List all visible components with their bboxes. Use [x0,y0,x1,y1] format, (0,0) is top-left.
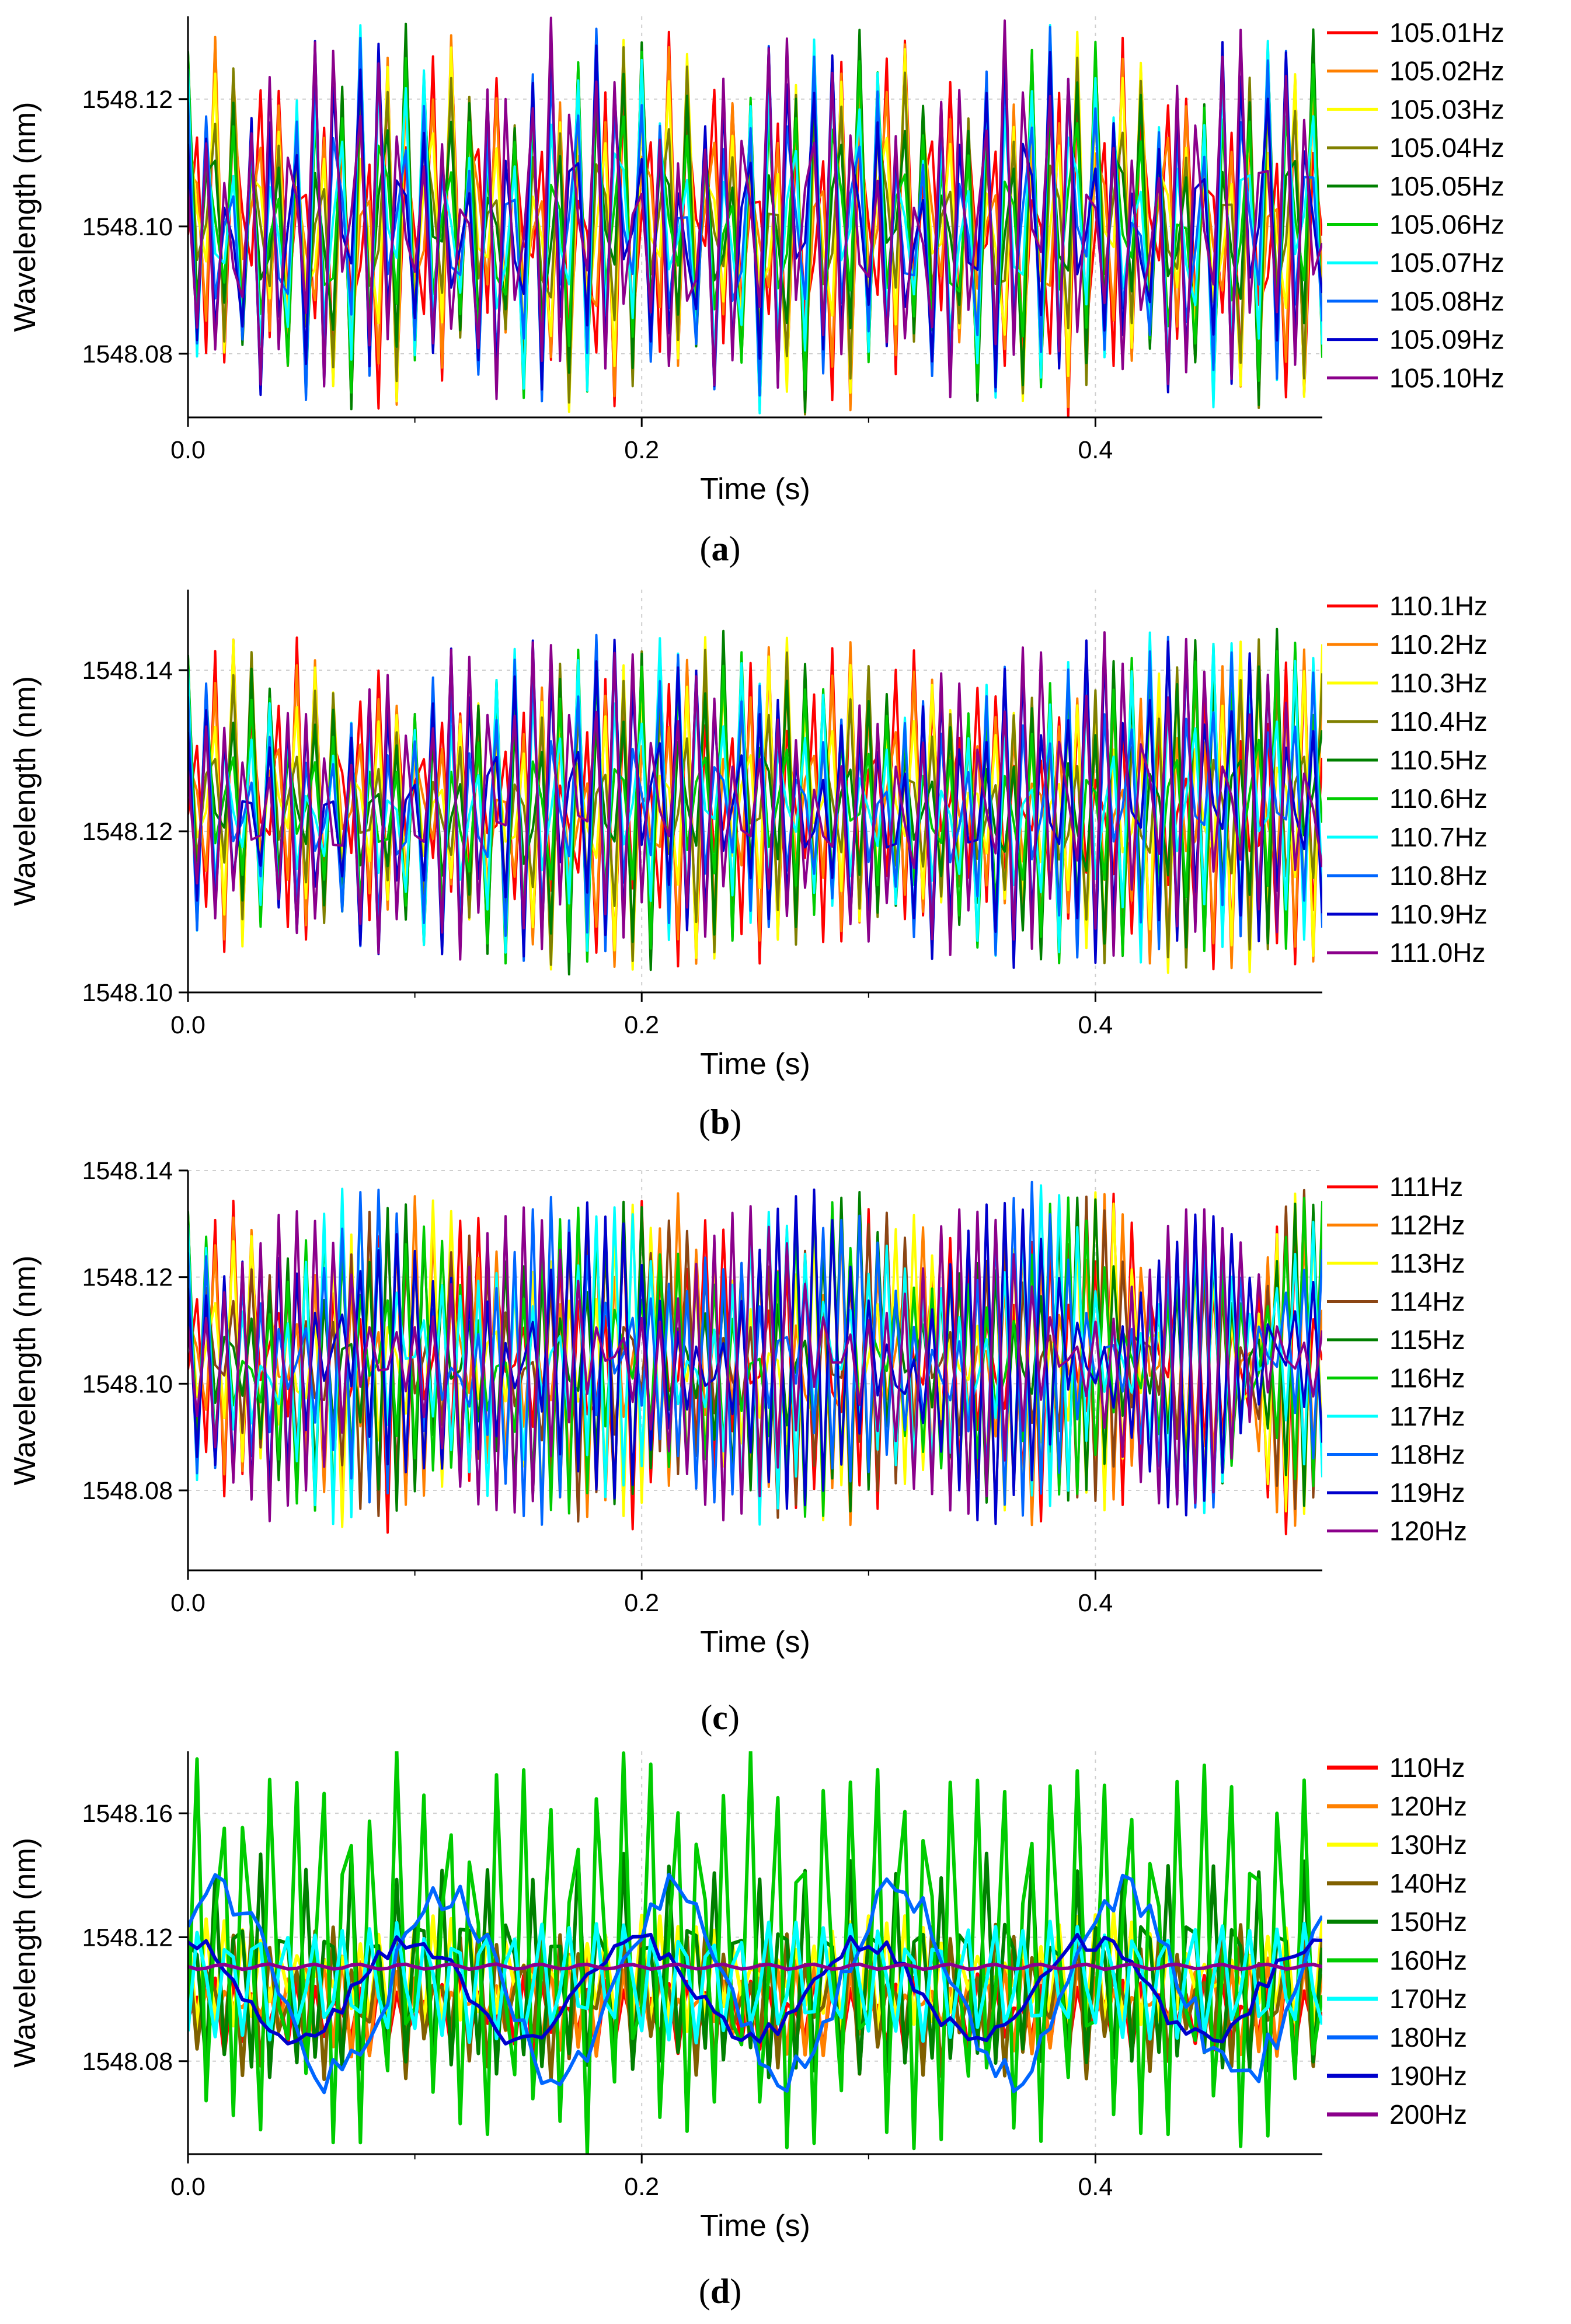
x-tick-label: 0.4 [1078,1589,1113,1617]
legend-label: 105.08Hz [1389,286,1504,316]
legend-label: 113Hz [1389,1248,1465,1278]
panel-caption: (a) [700,529,741,568]
legend-label: 105.04Hz [1389,133,1504,163]
panel-d: 0.0 0.2 0.4 1548.08 1548.12 1548.16 Time (s) Wa… [8,1751,1467,2311]
y-axis-title: Wavelength (nm) [8,1838,42,2068]
legend-label: 105.09Hz [1389,325,1504,355]
x-axis-title: Time (s) [700,1625,810,1659]
panel-caption: (d) [699,2272,741,2311]
legend-label: 118Hz [1389,1440,1465,1470]
y-tick-label: 1548.14 [82,657,173,685]
legend: 110Hz 120Hz 130Hz 140Hz 150Hz 160Hz 170Hz 180Hz… [1327,1752,1467,2130]
x-tick-label: 0.0 [170,2173,205,2201]
panel-caption: (c) [701,1698,740,1737]
panel-caption: (b) [699,1103,741,1141]
y-tick-label: 1548.12 [82,1924,173,1952]
legend-label: 140Hz [1389,1868,1467,1898]
legend-label: 110.6Hz [1389,783,1488,814]
series-group [188,16,1322,417]
x-tick-label: 0.2 [624,1589,659,1617]
y-tick-label: 1548.10 [82,1370,173,1398]
legend-label: 130Hz [1389,1830,1467,1860]
legend-label: 190Hz [1389,2061,1467,2091]
y-tick-label: 1548.10 [82,213,173,241]
legend-label: 111.0Hz [1389,938,1486,968]
legend-label: 111Hz [1389,1172,1463,1202]
y-axis-title: Wavelength (nm) [8,1256,42,1486]
series-line-200Hz [188,1962,1322,1971]
legend-label: 110.3Hz [1389,668,1488,698]
panel-c: 0.0 0.2 0.4 1548.08 1548.10 1548.12 1548.14 Tim… [8,1157,1467,1737]
legend-label: 112Hz [1389,1210,1465,1241]
legend-label: 105.02Hz [1389,56,1504,86]
legend-label: 115Hz [1389,1325,1465,1355]
legend: 111Hz 112Hz 113Hz 114Hz 115Hz 116Hz 117Hz 118Hz… [1327,1172,1467,1546]
y-tick-label: 1548.08 [82,2048,173,2076]
legend-label: 105.03Hz [1389,94,1504,124]
x-tick-label: 0.0 [170,1589,205,1617]
panel-a: 0.0 0.2 0.4 1548.08 1548.10 1548.12 Time (s) Wa… [8,16,1504,568]
series-group [188,1751,1322,2154]
series-group [188,628,1322,975]
legend-label: 116Hz [1389,1363,1465,1393]
legend-label: 110.2Hz [1389,629,1488,660]
y-tick-label: 1548.12 [82,818,173,846]
series-line-105.10Hz [188,16,1322,400]
legend-label: 105.07Hz [1389,248,1504,278]
x-tick-label: 0.2 [624,1011,659,1039]
x-tick-label: 0.2 [624,2173,659,2201]
legend-label: 105.05Hz [1389,171,1504,201]
legend-label: 105.01Hz [1389,18,1504,48]
series-line-180Hz [188,1873,1322,2095]
legend-label: 120Hz [1389,1516,1467,1546]
legend-label: 160Hz [1389,1945,1467,1975]
legend-label: 120Hz [1389,1791,1467,1821]
legend-label: 110.8Hz [1389,860,1488,891]
x-tick-label: 0.2 [624,436,659,464]
y-tick-label: 1548.14 [82,1157,173,1185]
series-line-111.0Hz [188,631,1322,961]
x-axis-title: Time (s) [700,1047,810,1081]
y-tick-label: 1548.12 [82,1264,173,1292]
legend-label: 110Hz [1389,1752,1465,1783]
panel-b: 0.0 0.2 0.4 1548.10 1548.12 1548.14 Time (s) Wa… [8,590,1488,1141]
x-tick-label: 0.4 [1078,1011,1113,1039]
legend-label: 119Hz [1389,1478,1465,1508]
y-tick-label: 1548.08 [82,1477,173,1505]
x-tick-label: 0.4 [1078,436,1113,464]
y-tick-label: 1548.12 [82,86,173,114]
y-axis-title: Wavelength (nm) [8,676,42,906]
x-axis-title: Time (s) [700,2209,810,2243]
series-group [188,1180,1322,1535]
x-tick-label: 0.0 [170,436,205,464]
legend-label: 117Hz [1389,1401,1465,1431]
legend-label: 150Hz [1389,1907,1467,1937]
y-tick-label: 1548.16 [82,1800,173,1828]
legend-label: 105.10Hz [1389,363,1504,393]
legend-label: 110.4Hz [1389,706,1488,737]
legend: 105.01Hz 105.02Hz 105.03Hz 105.04Hz 105.05Hz… [1327,18,1504,393]
legend-label: 170Hz [1389,1984,1467,2014]
series-line-170Hz [188,1919,1322,2045]
legend: 110.1Hz 110.2Hz 110.3Hz 110.4Hz 110.5Hz 110.6… [1327,591,1488,968]
y-tick-label: 1548.10 [82,979,173,1007]
y-axis-title: Wavelength (nm) [8,102,42,332]
legend-label: 110.1Hz [1389,591,1488,621]
legend-label: 110.5Hz [1389,745,1488,775]
legend-label: 200Hz [1389,2099,1467,2130]
x-axis-title: Time (s) [700,472,810,506]
x-tick-label: 0.0 [170,1011,205,1039]
legend-label: 114Hz [1389,1287,1465,1317]
series-line-120Hz [188,1205,1322,1522]
legend-label: 180Hz [1389,2022,1467,2053]
legend-label: 105.06Hz [1389,210,1504,240]
legend-label: 110.9Hz [1389,899,1488,929]
x-tick-label: 0.4 [1078,2173,1113,2201]
legend-label: 110.7Hz [1389,822,1488,852]
y-tick-label: 1548.08 [82,340,173,368]
